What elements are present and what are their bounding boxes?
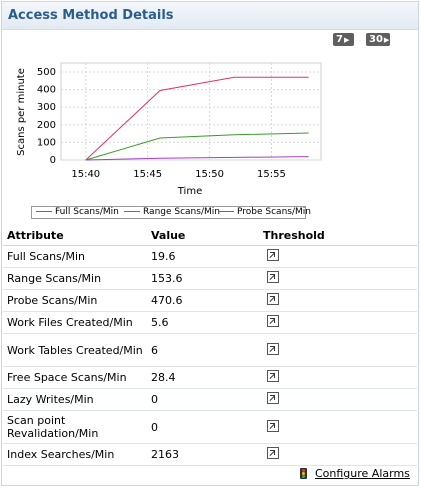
value-cell: 0 [147,410,259,444]
y-axis-label: Scans per minute [16,68,27,156]
series-lines [85,76,309,161]
legend-swatch-range [124,211,140,212]
table-row: Free Space Scans/Min 28.4 [3,366,417,389]
configure-alarms-link[interactable]: Configure Alarms [315,467,410,480]
edit-threshold-icon[interactable] [267,271,279,283]
threshold-cell [259,410,417,444]
value-cell: 6 [147,333,259,367]
value-cell: 470.6 [147,289,259,312]
y-tick-label: 200 [37,120,56,131]
table-row: Index Searches/Min 2163 [3,443,417,466]
threshold-cell [259,366,417,389]
attribute-cell: Lazy Writes/Min [3,388,147,411]
threshold-cell [259,267,417,290]
threshold-cell [259,443,417,466]
edit-threshold-icon[interactable] [267,447,279,459]
attribute-cell: Probe Scans/Min [3,289,147,312]
value-cell: 0 [147,388,259,411]
play-arrow-icon: ▶ [343,36,350,44]
table-row: Work Files Created/Min 5.6 [3,311,417,334]
plot-area [60,62,322,161]
x-tick-label: 15:40 [71,169,100,180]
panel-title: Access Method Details [8,8,174,23]
table-row: Lazy Writes/Min 0 [3,388,417,411]
threshold-cell [259,289,417,312]
legend-label-full: Full Scans/Min [55,207,119,217]
attribute-cell: Scan point Revalidation/Min [3,410,147,444]
series-line-full-scans-min [85,156,309,161]
header-value: Value [147,225,259,246]
legend-item-full-scans: Full Scans/Min [36,207,119,218]
header-attribute: Attribute [3,225,147,246]
grid [61,63,321,161]
header-threshold: Threshold [259,225,417,246]
series-line-probe-scans-min [85,76,309,161]
threshold-cell [259,311,417,334]
period-30-label: 30 [369,34,383,45]
value-cell: 5.6 [147,311,259,334]
threshold-cell [259,388,417,411]
legend-item-probe-scans: Probe Scans/Min [218,207,311,218]
scans-line-chart: 0 100 200 300 400 500 15:40 15:45 15:50 15:55 Sc… [16,62,322,197]
value-cell: 153.6 [147,267,259,290]
x-tick-label: 15:55 [257,169,286,180]
value-cell: 28.4 [147,366,259,389]
x-tick-label: 15:45 [133,169,162,180]
y-tick-label: 500 [37,67,56,78]
edit-threshold-icon[interactable] [267,249,279,261]
period-30-button[interactable]: 30▶ [366,33,390,46]
y-tick-label: 0 [50,155,56,166]
edit-threshold-icon[interactable] [267,315,279,327]
edit-threshold-icon[interactable] [267,342,279,355]
edit-threshold-icon[interactable] [267,370,279,382]
table-row: Full Scans/Min 19.6 [3,245,417,268]
attribute-cell: Full Scans/Min [3,245,147,268]
attribute-cell: Work Files Created/Min [3,311,147,334]
table-row: Scan point Revalidation/Min 0 [3,410,417,444]
series-line-range-scans-min [85,132,309,161]
value-cell: 2163 [147,443,259,466]
legend-item-range-scans: Range Scans/Min [124,207,220,218]
legend-swatch-full [36,211,52,212]
traffic-light-icon [300,468,307,479]
value-cell: 19.6 [147,245,259,268]
y-tick-label: 400 [37,85,56,96]
x-axis-ticks: 15:40 15:45 15:50 15:55 [71,169,286,180]
edit-threshold-icon[interactable] [267,293,279,305]
play-arrow-icon: ▶ [383,36,390,44]
period-7-button[interactable]: 7▶ [333,33,354,46]
table-header-row: Attribute Value Threshold [3,225,417,246]
legend-label-range: Range Scans/Min [143,207,220,217]
attribute-cell: Index Searches/Min [3,443,147,466]
edit-threshold-icon[interactable] [267,419,279,432]
attribute-table: Attribute Value Threshold Full Scans/Min… [3,225,417,466]
table-row: Work Tables Created/Min 6 [3,333,417,367]
y-tick-label: 100 [37,137,56,148]
edit-threshold-icon[interactable] [267,392,279,404]
x-tick-label: 15:50 [195,169,224,180]
legend-swatch-probe [218,211,234,212]
threshold-cell [259,333,417,367]
attribute-cell: Free Space Scans/Min [3,366,147,389]
chart-legend: Full Scans/Min Range Scans/Min Probe Sca… [31,206,311,219]
panel-header: Access Method Details [2,2,418,30]
period-7-label: 7 [336,34,343,45]
table-row: Range Scans/Min 153.6 [3,267,417,290]
threshold-cell [259,245,417,268]
attribute-cell: Work Tables Created/Min [3,333,147,367]
y-tick-label: 300 [37,102,56,113]
legend-label-probe: Probe Scans/Min [237,207,311,217]
table-row: Probe Scans/Min 470.6 [3,289,417,312]
y-axis-ticks: 0 100 200 300 400 500 [37,67,56,166]
x-axis-label: Time [177,186,202,197]
attribute-cell: Range Scans/Min [3,267,147,290]
